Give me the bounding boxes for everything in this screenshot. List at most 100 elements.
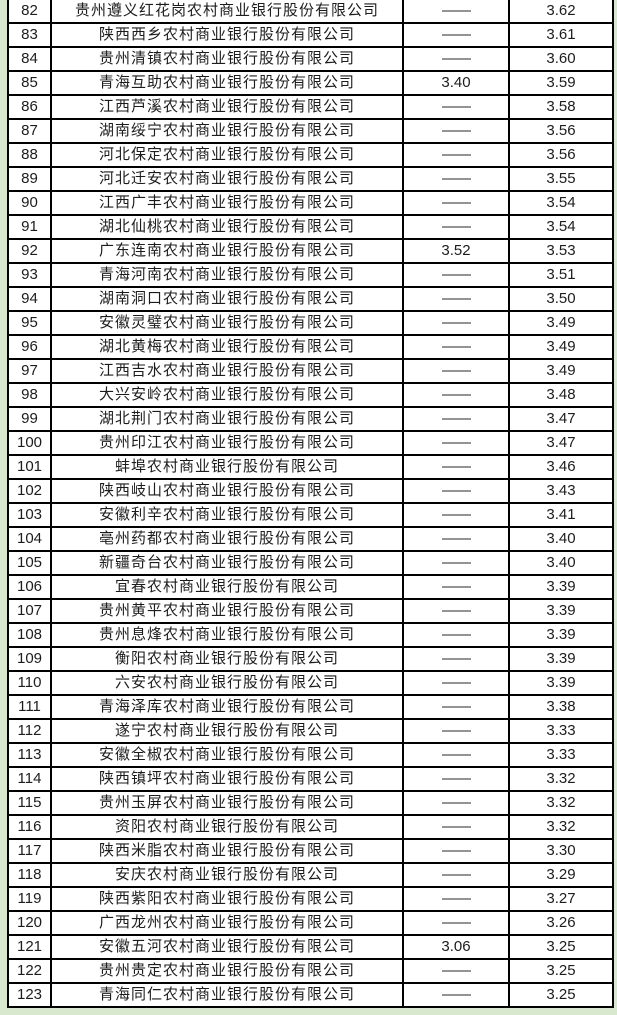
rank-cell: 98: [7, 382, 52, 408]
empty-value-dash: ——: [442, 194, 471, 211]
value1-cell: ——: [402, 622, 510, 648]
value1-cell: 3.52: [402, 238, 510, 264]
empty-value-dash: ——: [442, 650, 471, 667]
bank-name-cell: 湖南绥宁农村商业银行股份有限公司: [50, 118, 404, 144]
table-row: 111 青海泽库农村商业银行股份有限公司 —— 3.38: [7, 694, 614, 720]
value2-cell: 3.47: [508, 406, 614, 432]
bank-name-cell: 陕西紫阳农村商业银行股份有限公司: [50, 886, 404, 912]
bank-name-cell: 亳州药都农村商业银行股份有限公司: [50, 526, 404, 552]
empty-value-dash: ——: [442, 26, 471, 43]
table-row: 102 陕西岐山农村商业银行股份有限公司 —— 3.43: [7, 478, 614, 504]
value1-cell: ——: [402, 982, 510, 1008]
value2-cell: 3.30: [508, 838, 614, 864]
value2-cell: 3.25: [508, 982, 614, 1008]
value2-cell: 3.39: [508, 670, 614, 696]
rank-cell: 96: [7, 334, 52, 360]
bank-name-cell: 河北迁安农村商业银行股份有限公司: [50, 166, 404, 192]
table-row: 93 青海河南农村商业银行股份有限公司 —— 3.51: [7, 262, 614, 288]
empty-value-dash: ——: [442, 914, 471, 931]
value2-cell: 3.39: [508, 574, 614, 600]
bank-table-body: 82 贵州遵义红花岗农村商业银行股份有限公司 —— 3.62 83 陕西西乡农村…: [7, 0, 614, 1008]
value2-cell: 3.39: [508, 646, 614, 672]
value1-cell: ——: [402, 766, 510, 792]
empty-value-dash: ——: [442, 818, 471, 835]
rank-cell: 112: [7, 718, 52, 744]
rank-cell: 115: [7, 790, 52, 816]
bank-name-cell: 安徽利辛农村商业银行股份有限公司: [50, 502, 404, 528]
value2-cell: 3.46: [508, 454, 614, 480]
rank-cell: 104: [7, 526, 52, 552]
table-row: 94 湖南洞口农村商业银行股份有限公司 —— 3.50: [7, 286, 614, 312]
bank-name-cell: 青海同仁农村商业银行股份有限公司: [50, 982, 404, 1008]
value1-cell: ——: [402, 910, 510, 936]
rank-cell: 102: [7, 478, 52, 504]
bank-name-cell: 陕西镇坪农村商业银行股份有限公司: [50, 766, 404, 792]
value2-cell: 3.49: [508, 310, 614, 336]
value2-cell: 3.53: [508, 238, 614, 264]
value1-cell: ——: [402, 382, 510, 408]
value1-cell: ——: [402, 814, 510, 840]
rank-cell: 105: [7, 550, 52, 576]
empty-value-dash: ——: [442, 986, 471, 1003]
bank-name-cell: 贵州玉屏农村商业银行股份有限公司: [50, 790, 404, 816]
empty-value-dash: ——: [442, 410, 471, 427]
value1-cell: ——: [402, 550, 510, 576]
value1-cell: ——: [402, 406, 510, 432]
table-row: 116 资阳农村商业银行股份有限公司 —— 3.32: [7, 814, 614, 840]
empty-value-dash: ——: [442, 746, 471, 763]
value1-cell: ——: [402, 838, 510, 864]
empty-value-dash: ——: [442, 146, 471, 163]
bank-name-cell: 贵州贵定农村商业银行股份有限公司: [50, 958, 404, 984]
rank-cell: 82: [7, 0, 52, 24]
table-row: 123 青海同仁农村商业银行股份有限公司 —— 3.25: [7, 982, 614, 1008]
empty-value-dash: ——: [442, 50, 471, 67]
rank-cell: 106: [7, 574, 52, 600]
value1-cell: ——: [402, 718, 510, 744]
rank-cell: 89: [7, 166, 52, 192]
empty-value-dash: ——: [442, 290, 471, 307]
empty-value-dash: ——: [442, 722, 471, 739]
value2-cell: 3.54: [508, 214, 614, 240]
bank-name-cell: 贵州清镇农村商业银行股份有限公司: [50, 46, 404, 72]
value2-cell: 3.56: [508, 142, 614, 168]
empty-value-dash: ——: [442, 866, 471, 883]
value1-cell: ——: [402, 526, 510, 552]
value2-cell: 3.32: [508, 790, 614, 816]
bank-name-cell: 大兴安岭农村商业银行股份有限公司: [50, 382, 404, 408]
bank-name-cell: 安徽全椒农村商业银行股份有限公司: [50, 742, 404, 768]
bank-name-cell: 江西吉水农村商业银行股份有限公司: [50, 358, 404, 384]
value2-cell: 3.41: [508, 502, 614, 528]
table-row: 103 安徽利辛农村商业银行股份有限公司 —— 3.41: [7, 502, 614, 528]
empty-value-dash: ——: [442, 458, 471, 475]
empty-value-dash: ——: [442, 482, 471, 499]
rank-cell: 99: [7, 406, 52, 432]
rank-cell: 85: [7, 70, 52, 96]
table-row: 110 六安农村商业银行股份有限公司 —— 3.39: [7, 670, 614, 696]
value1-cell: ——: [402, 118, 510, 144]
empty-value-dash: ——: [442, 266, 471, 283]
table-row: 97 江西吉水农村商业银行股份有限公司 —— 3.49: [7, 358, 614, 384]
empty-value-dash: ——: [442, 626, 471, 643]
table-row: 109 衡阳农村商业银行股份有限公司 —— 3.39: [7, 646, 614, 672]
rank-cell: 108: [7, 622, 52, 648]
empty-value-dash: ——: [442, 218, 471, 235]
value1-cell: ——: [402, 94, 510, 120]
value2-cell: 3.58: [508, 94, 614, 120]
value1-cell: ——: [402, 598, 510, 624]
rank-cell: 110: [7, 670, 52, 696]
table-row: 112 遂宁农村商业银行股份有限公司 —— 3.33: [7, 718, 614, 744]
value2-cell: 3.49: [508, 334, 614, 360]
value1-cell: ——: [402, 166, 510, 192]
table-row: 108 贵州息烽农村商业银行股份有限公司 —— 3.39: [7, 622, 614, 648]
empty-value-dash: ——: [442, 794, 471, 811]
table-row: 105 新疆奇台农村商业银行股份有限公司 —— 3.40: [7, 550, 614, 576]
value2-cell: 3.55: [508, 166, 614, 192]
value2-cell: 3.33: [508, 742, 614, 768]
value1-cell: 3.06: [402, 934, 510, 960]
table-row: 107 贵州黄平农村商业银行股份有限公司 —— 3.39: [7, 598, 614, 624]
empty-value-dash: ——: [442, 362, 471, 379]
value2-cell: 3.60: [508, 46, 614, 72]
value1-cell: ——: [402, 790, 510, 816]
empty-value-dash: ——: [442, 578, 471, 595]
empty-value-dash: ——: [442, 2, 471, 19]
